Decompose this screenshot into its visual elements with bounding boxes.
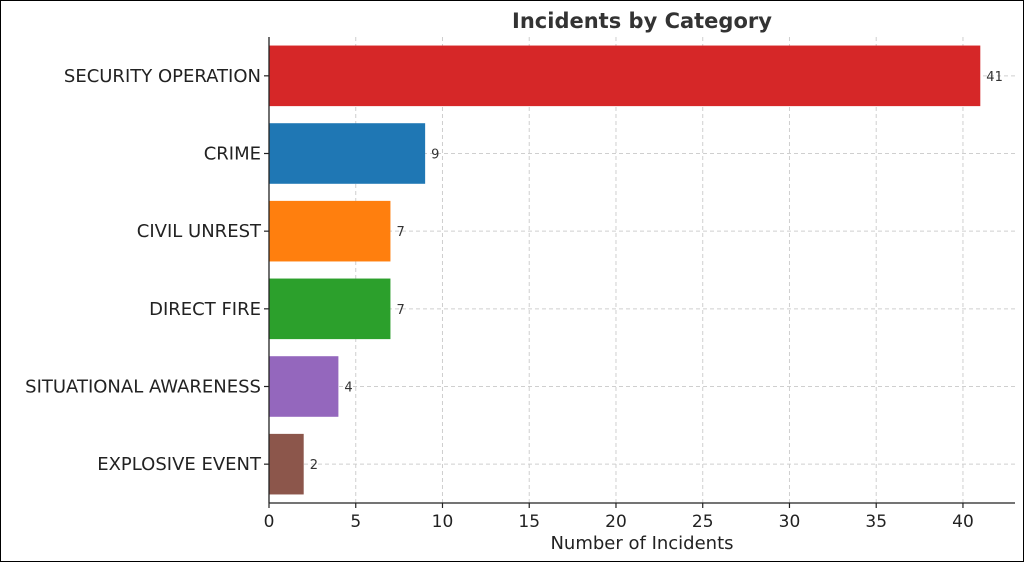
bar: [269, 278, 391, 340]
chart-title: Incidents by Category: [512, 9, 772, 33]
bar: [269, 200, 391, 262]
bar: [269, 123, 426, 184]
category-label: CIVIL UNREST: [137, 221, 262, 242]
x-tick-label: 15: [518, 512, 540, 532]
bar-value-label: 7: [396, 225, 404, 240]
bar: [269, 356, 339, 417]
bar: [269, 433, 304, 495]
x-tick-label: 20: [605, 512, 627, 532]
x-tick-label: 5: [350, 512, 361, 532]
x-tick-label: 35: [865, 512, 887, 532]
bar-value-label: 2: [310, 458, 318, 473]
x-tick-label: 0: [264, 512, 275, 532]
x-tick-label: 30: [779, 512, 801, 532]
bar-value-label: 7: [396, 303, 404, 318]
axes-layer: SECURITY OPERATION CRIME CIVIL UNREST DIREC…: [25, 37, 1015, 532]
category-label: SECURITY OPERATION: [64, 66, 261, 87]
x-tick-label: 40: [952, 512, 974, 532]
bar-value-label: 4: [344, 381, 352, 396]
bars-layer: 41 9 7 7 4 2: [269, 45, 1003, 495]
grid-layer: [268, 37, 1015, 503]
x-tick-label: 25: [692, 512, 714, 532]
category-label: SITUATIONAL AWARENESS: [25, 377, 261, 398]
bar: [269, 45, 981, 107]
category-label: CRIME: [204, 144, 261, 165]
category-label: DIRECT FIRE: [149, 299, 261, 320]
x-axis-title: Number of Incidents: [550, 533, 733, 554]
bar-value-label: 9: [431, 148, 439, 163]
category-label: EXPLOSIVE EVENT: [97, 454, 262, 475]
x-tick-label: 10: [432, 512, 454, 532]
bar-value-label: 41: [986, 70, 1003, 85]
